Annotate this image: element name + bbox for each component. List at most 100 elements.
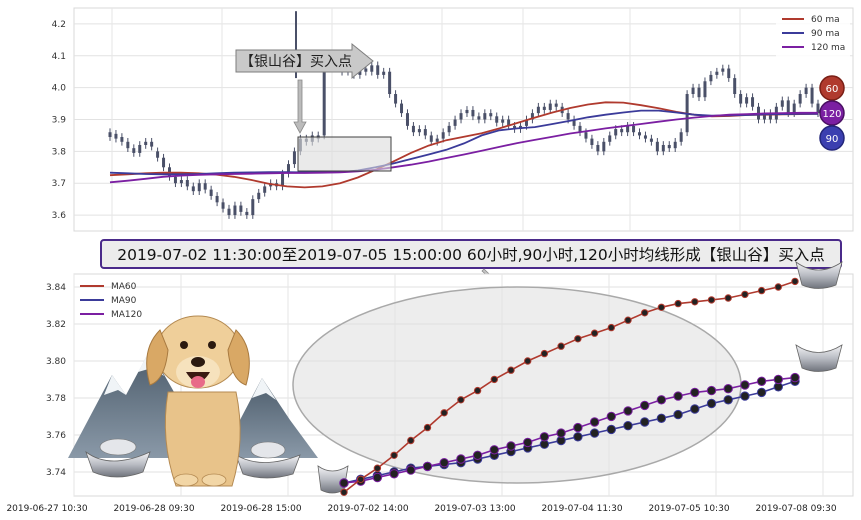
candle bbox=[203, 179, 207, 194]
candle-body bbox=[162, 157, 166, 168]
candle bbox=[453, 115, 457, 130]
candle bbox=[638, 128, 642, 140]
candle-body bbox=[733, 78, 737, 95]
candle-body bbox=[638, 132, 642, 136]
candle bbox=[132, 144, 136, 157]
ma-line-MA120 bbox=[343, 376, 796, 484]
x-tick-label: 2019-07-03 13:00 bbox=[434, 504, 515, 514]
candle-body bbox=[132, 148, 136, 153]
candle-body bbox=[649, 138, 653, 142]
candle bbox=[495, 112, 499, 127]
candle bbox=[114, 130, 118, 143]
ingot-right-top bbox=[250, 441, 286, 459]
candle bbox=[733, 74, 737, 98]
top-y-tick-label: 3.9 bbox=[52, 116, 67, 126]
candle-body bbox=[126, 141, 130, 149]
candle-body bbox=[548, 103, 552, 110]
badge-90 bbox=[819, 125, 845, 151]
candle-body bbox=[292, 151, 296, 165]
dog-paw-left bbox=[173, 473, 199, 487]
candle-body bbox=[400, 103, 404, 114]
ma-point-MA60 bbox=[440, 409, 448, 417]
ma-point-MA120 bbox=[456, 454, 466, 464]
ma-point-MA60 bbox=[691, 298, 699, 306]
ma-line-90-ma bbox=[109, 109, 818, 176]
candle-body bbox=[173, 176, 177, 184]
candle-body bbox=[376, 65, 380, 75]
candle-body bbox=[739, 94, 743, 104]
candle-body bbox=[507, 119, 511, 126]
ma-point-MA120 bbox=[740, 380, 750, 390]
candle-body bbox=[655, 141, 659, 152]
candle bbox=[798, 90, 802, 108]
ma-point-MA60 bbox=[757, 286, 766, 295]
candle bbox=[126, 137, 130, 152]
ma-point-MA120 bbox=[673, 391, 683, 401]
candle-body bbox=[780, 100, 784, 107]
legend-ma60: MA60 bbox=[111, 282, 137, 292]
ma-point-MA120 bbox=[623, 406, 633, 416]
bottom-y-tick-label: 3.76 bbox=[46, 431, 66, 441]
ma-point-MA60 bbox=[590, 329, 599, 337]
candle-body bbox=[215, 195, 219, 203]
candle-body bbox=[233, 205, 237, 216]
bottom-y-tick-label: 3.74 bbox=[46, 468, 66, 478]
candle-body bbox=[584, 132, 588, 139]
candle-body bbox=[251, 199, 255, 216]
ma-point-MA120 bbox=[556, 428, 566, 438]
candle bbox=[578, 122, 582, 137]
signal-banner: 2019-07-02 11:30:00至2019-07-05 15:00:00 … bbox=[100, 239, 842, 269]
ma-point-MA90 bbox=[573, 432, 583, 442]
candle bbox=[227, 204, 231, 219]
top-y-tick-label: 3.8 bbox=[52, 147, 67, 157]
ingot-mid-right bbox=[795, 344, 843, 372]
candle bbox=[590, 134, 594, 149]
mountain-right bbox=[220, 378, 318, 458]
ma-line-MA60 bbox=[343, 280, 796, 493]
candle bbox=[572, 115, 576, 130]
badge-60 bbox=[819, 75, 845, 101]
moving-average-lines bbox=[109, 101, 819, 189]
candle-body bbox=[429, 135, 433, 142]
candle-body bbox=[679, 132, 683, 142]
ma-point-MA60 bbox=[340, 488, 348, 496]
candle-body bbox=[816, 103, 820, 114]
candle bbox=[382, 67, 386, 79]
candle bbox=[221, 198, 225, 213]
highlight-ellipse bbox=[292, 286, 742, 484]
dog-ear-right bbox=[227, 329, 250, 386]
ma-point-MA90 bbox=[589, 428, 600, 438]
candle-body bbox=[673, 141, 677, 149]
dog-paw-right bbox=[201, 473, 227, 487]
candle bbox=[394, 90, 398, 108]
candle-body bbox=[239, 205, 243, 212]
ma-point-MA90 bbox=[690, 404, 700, 414]
candle-body bbox=[138, 144, 142, 153]
dog-eye-right bbox=[208, 341, 216, 349]
ma-point-MA60 bbox=[507, 366, 515, 374]
candle-body bbox=[810, 87, 814, 104]
silver-valley-zone bbox=[297, 136, 392, 172]
ma-point-MA60 bbox=[674, 299, 682, 308]
bottom-legend: MA60 MA90 MA120 bbox=[80, 282, 142, 320]
ma-point-MA120 bbox=[406, 465, 416, 475]
dog-body bbox=[164, 391, 241, 487]
candle bbox=[762, 109, 766, 124]
ma-point-MA60 bbox=[574, 335, 582, 343]
ma-point-MA120 bbox=[690, 387, 700, 398]
candle-body bbox=[120, 137, 124, 142]
candle-body bbox=[150, 141, 154, 147]
ma-point-MA60 bbox=[490, 375, 498, 384]
ma-point-MA90 bbox=[673, 409, 683, 420]
silver-ingots bbox=[85, 261, 843, 494]
candle bbox=[197, 179, 201, 196]
ma-point-MA60 bbox=[657, 303, 666, 311]
candle-body bbox=[364, 68, 368, 72]
candle-body bbox=[786, 100, 790, 114]
candle-body bbox=[370, 65, 374, 72]
candle bbox=[429, 131, 433, 146]
candle-body bbox=[221, 202, 225, 209]
candle bbox=[679, 128, 683, 146]
candle bbox=[120, 133, 124, 146]
